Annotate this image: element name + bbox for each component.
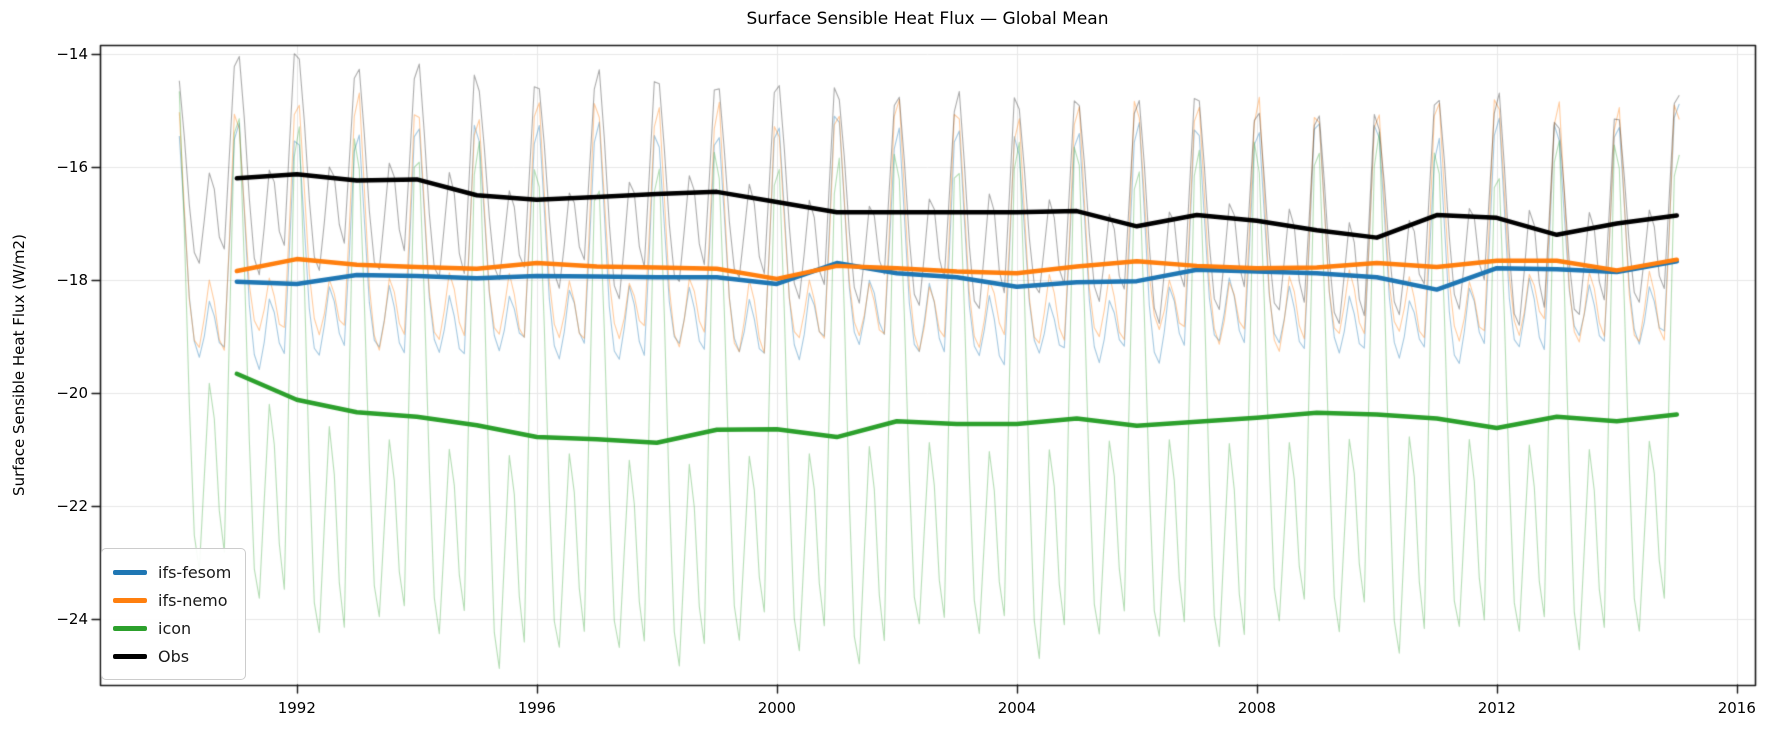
x-tick-label: 2012 (1477, 699, 1516, 717)
legend-line-swatch (113, 597, 147, 603)
x-tick-label: 2008 (1237, 699, 1276, 717)
y-tick-label: −16 (56, 158, 88, 176)
x-tick-label: 1992 (277, 699, 316, 717)
y-tick-label: −22 (56, 497, 88, 515)
legend-item-icon: icon (113, 614, 231, 642)
legend-line-swatch (113, 569, 147, 575)
legend-label: Obs (158, 646, 190, 666)
legend-label: icon (158, 618, 192, 638)
y-axis-label: Surface Sensible Heat Flux (W/m2) (10, 234, 28, 496)
chart-title: Surface Sensible Heat Flux — Global Mean (746, 9, 1109, 29)
legend-label: ifs-fesom (158, 562, 232, 582)
legend: ifs-fesom ifs-nemo icon Obs (101, 548, 247, 680)
y-tick-label: −20 (56, 384, 88, 402)
x-tick-label: 2000 (757, 699, 796, 717)
y-tick-label: −24 (56, 610, 88, 628)
x-tick-label: 2016 (1717, 699, 1756, 717)
x-tick-label: 2004 (997, 699, 1036, 717)
legend-label: ifs-nemo (158, 590, 228, 610)
x-tick-label: 1996 (517, 699, 556, 717)
legend-line-swatch (113, 625, 147, 631)
legend-item-ifs-nemo: ifs-nemo (113, 586, 231, 614)
legend-item-ifs-fesom: ifs-fesom (113, 558, 231, 586)
y-tick-label: −18 (56, 271, 88, 289)
legend-line-swatch (113, 653, 147, 659)
legend-item-obs: Obs (113, 642, 231, 670)
y-tick-label: −14 (56, 45, 88, 63)
